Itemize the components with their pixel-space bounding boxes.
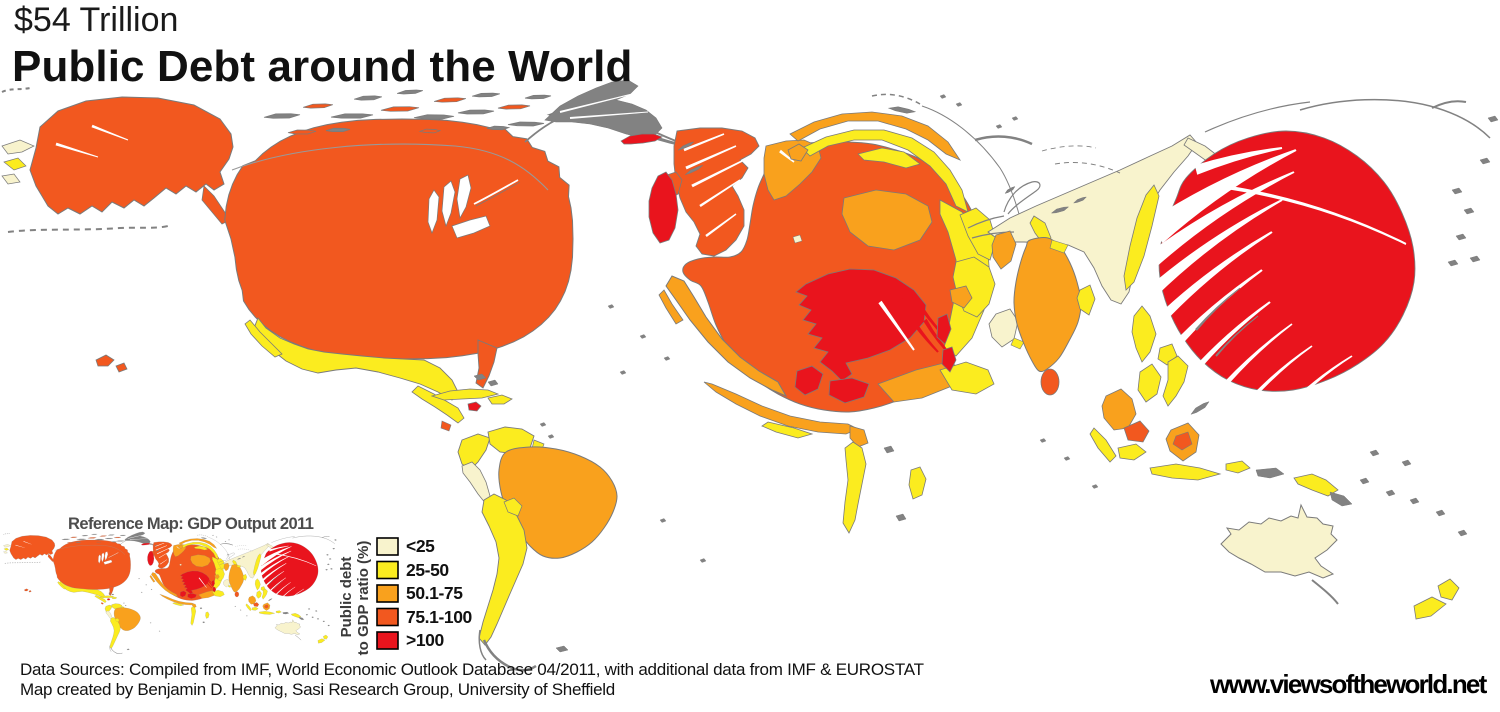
svg-text:Reference Map: GDP Output 2011: Reference Map: GDP Output 2011 — [68, 515, 314, 533]
svg-text:50.1-75: 50.1-75 — [406, 583, 463, 603]
svg-text:www.viewsoftheworld.net: www.viewsoftheworld.net — [1209, 669, 1488, 699]
svg-text:$54 Trillion: $54 Trillion — [14, 1, 178, 39]
svg-text:Public debt: Public debt — [338, 557, 355, 638]
svg-text:<25: <25 — [406, 536, 435, 556]
svg-text:75.1-100: 75.1-100 — [406, 607, 473, 627]
svg-text:25-50: 25-50 — [406, 560, 449, 580]
svg-text:to GDP ratio (%): to GDP ratio (%) — [355, 541, 372, 656]
svg-text:>100: >100 — [406, 630, 444, 650]
svg-text:Data Sources: Compiled from IM: Data Sources: Compiled from IMF, World E… — [20, 660, 924, 679]
svg-text:Public Debt around the World: Public Debt around the World — [12, 42, 632, 91]
svg-text:Map created by Benjamin D. Hen: Map created by Benjamin D. Hennig, Sasi … — [20, 680, 615, 699]
